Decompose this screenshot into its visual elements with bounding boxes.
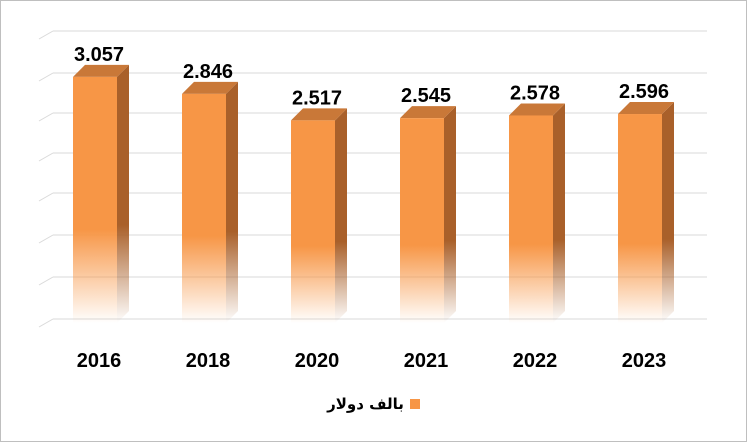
bars xyxy=(73,64,674,323)
bar-top-2023 xyxy=(618,102,674,115)
x-tick-2023: 2023 xyxy=(622,350,667,372)
bar-top-2022 xyxy=(509,103,565,116)
bar-front-2018 xyxy=(182,93,226,323)
bar-front-2021 xyxy=(400,118,444,323)
x-axis-ticks: 2016 2018 2020 2021 2022 2023 xyxy=(77,350,667,372)
bar-2021 xyxy=(400,106,456,323)
bar-side-2016 xyxy=(117,64,129,323)
bar-side-2021 xyxy=(444,106,456,323)
gridline-depth xyxy=(38,192,54,202)
gridline-depth xyxy=(38,30,54,40)
data-label-2022: 2.578 xyxy=(510,82,560,104)
data-label-2018: 2.846 xyxy=(183,61,233,83)
legend: بالف دولار xyxy=(1,395,746,413)
bar-2016 xyxy=(73,64,129,323)
bar-2022 xyxy=(509,103,565,323)
bar-front-2023 xyxy=(618,114,662,323)
bar-side-2022 xyxy=(553,103,565,323)
legend-label: بالف دولار xyxy=(327,395,404,413)
bar-side-2023 xyxy=(662,102,674,323)
data-labels: 3.057 2.846 2.517 2.545 2.578 2.596 xyxy=(74,44,669,109)
data-label-2021: 2.545 xyxy=(401,85,451,107)
data-label-2020: 2.517 xyxy=(292,87,342,109)
bar-top-2016 xyxy=(73,64,129,77)
gridline-depth xyxy=(38,152,54,162)
x-tick-2020: 2020 xyxy=(295,350,340,372)
legend-swatch xyxy=(409,399,420,409)
gridline-depth xyxy=(38,234,54,244)
bar-top-2021 xyxy=(400,106,456,119)
bar-side-2020 xyxy=(335,108,347,323)
x-tick-2022: 2022 xyxy=(513,350,558,372)
x-tick-2016: 2016 xyxy=(77,350,122,372)
gridline-depth xyxy=(38,276,54,286)
bar-2018 xyxy=(182,81,238,323)
bar-top-2018 xyxy=(182,81,238,94)
bar-front-2016 xyxy=(73,76,117,323)
bar-front-2020 xyxy=(291,120,335,323)
bar-front-2022 xyxy=(509,115,553,323)
gridline-depth xyxy=(38,112,54,122)
gridline-depth xyxy=(38,318,54,328)
data-label-2023: 2.596 xyxy=(619,81,669,103)
x-tick-2018: 2018 xyxy=(186,350,231,372)
gridline-depth xyxy=(38,72,54,82)
bar-2020 xyxy=(291,108,347,323)
bar-top-2020 xyxy=(291,108,347,121)
bar-2023 xyxy=(618,102,674,323)
data-label-2016: 3.057 xyxy=(74,44,124,66)
x-tick-2021: 2021 xyxy=(404,350,449,372)
gridlines xyxy=(38,30,707,328)
bar-side-2018 xyxy=(226,81,238,323)
